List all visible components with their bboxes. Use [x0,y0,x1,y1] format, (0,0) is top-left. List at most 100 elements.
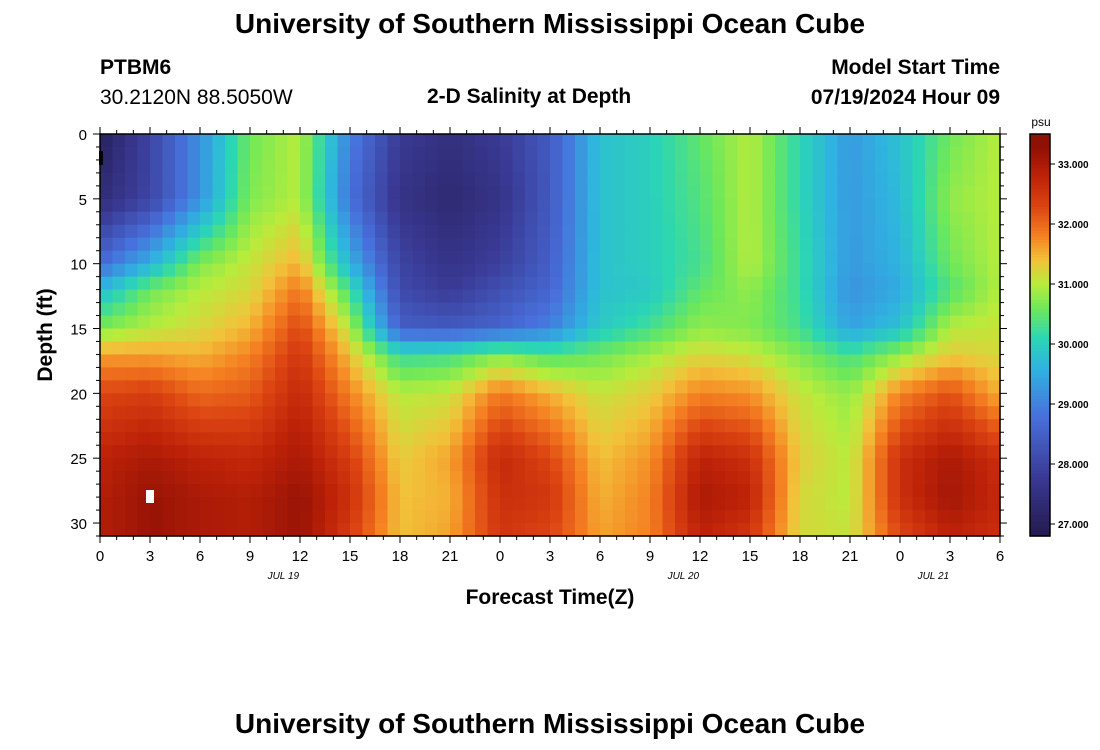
heatmap-cell [300,497,314,511]
heatmap-cell [937,289,951,304]
heatmap-cell [862,328,876,343]
heatmap-cell [512,185,526,200]
heatmap-cell [950,458,964,472]
heatmap-cell [575,354,589,369]
heatmap-cell [900,159,914,174]
heatmap-cell [537,302,551,317]
heatmap-cell [900,134,914,148]
x-tick-label: 0 [496,548,504,565]
heatmap-cell [812,146,826,161]
heatmap-cell [937,393,951,407]
heatmap-cell [250,523,264,537]
heatmap-cell [700,497,714,511]
heatmap-cell [225,471,239,485]
heatmap-cell [100,393,114,407]
heatmap-cell [737,341,751,356]
heatmap-cell [662,302,676,317]
heatmap-cell [625,276,639,291]
heatmap-cell [237,445,251,459]
heatmap-cell [200,159,214,174]
heatmap-cell [100,419,114,433]
heatmap-cell [400,367,414,381]
heatmap-cell [337,302,351,317]
heatmap-cell [987,419,1001,433]
heatmap-cell [675,471,689,485]
heatmap-cell [275,315,289,330]
heatmap-cell [625,159,639,174]
heatmap-cell [487,471,501,485]
heatmap-cell [825,484,839,498]
heatmap-cell [287,471,301,485]
heatmap-cell [612,185,626,200]
heatmap-cell [875,445,889,459]
heatmap-cell [275,250,289,265]
heatmap-cell [637,224,651,239]
heatmap-cell [212,146,226,161]
heatmap-cell [912,432,926,446]
heatmap-cell [312,146,326,161]
heatmap-cell [425,523,439,537]
heatmap-cell [737,432,751,446]
heatmap-cell [775,146,789,161]
heatmap-cell [675,146,689,161]
heatmap-cell [262,341,276,356]
heatmap-cell [125,263,139,278]
heatmap-cell [450,458,464,472]
heatmap-cell [625,185,639,200]
heatmap-cell [612,146,626,161]
missing-data-marker [146,490,154,503]
heatmap-cell [887,134,901,148]
colorbar-swatch [1030,275,1050,279]
heatmap-cell [787,497,801,511]
heatmap-cell [212,328,226,343]
heatmap-cell [300,367,314,381]
heatmap-cell [587,302,601,317]
heatmap-cell [587,406,601,420]
heatmap-cell [350,341,364,356]
heatmap-cell [862,445,876,459]
heatmap-cell [950,276,964,291]
heatmap-cell [162,159,176,174]
heatmap-cell [162,380,176,394]
heatmap-cell [612,224,626,239]
heatmap-cell [550,393,564,407]
heatmap-cell [462,263,476,278]
heatmap-cell [175,302,189,317]
colorbar-swatch [1030,518,1050,522]
x-tick-label: 0 [896,548,904,565]
heatmap-cell [737,458,751,472]
heatmap-cell [225,354,239,369]
heatmap-cell [625,263,639,278]
heatmap-cell [650,393,664,407]
heatmap-cell [612,484,626,498]
heatmap-cell [375,134,389,148]
heatmap-cell [100,406,114,420]
heatmap-cell [412,419,426,433]
heatmap-cell [875,393,889,407]
heatmap-cell [550,263,564,278]
heatmap-cell [587,393,601,407]
heatmap-cell [912,497,926,511]
heatmap-cell [225,315,239,330]
heatmap-cell [325,354,339,369]
heatmap-cell [125,510,139,524]
heatmap-cell [487,263,501,278]
heatmap-cell [625,224,639,239]
colorbar-swatch [1030,425,1050,429]
heatmap-cell [412,432,426,446]
heatmap-cell [862,497,876,511]
heatmap-cell [625,134,639,148]
heatmap-cell [500,276,514,291]
heatmap-cell [712,484,726,498]
heatmap-cell [275,172,289,187]
colorbar-swatch [1030,419,1050,423]
heatmap-cell [525,510,539,524]
heatmap-cell [462,198,476,213]
heatmap-cell [475,367,489,381]
colorbar-swatch [1030,326,1050,330]
heatmap-cell [625,211,639,226]
heatmap-cell [950,484,964,498]
heatmap-cell [750,419,764,433]
heatmap-cell [537,198,551,213]
heatmap-cell [637,523,651,537]
